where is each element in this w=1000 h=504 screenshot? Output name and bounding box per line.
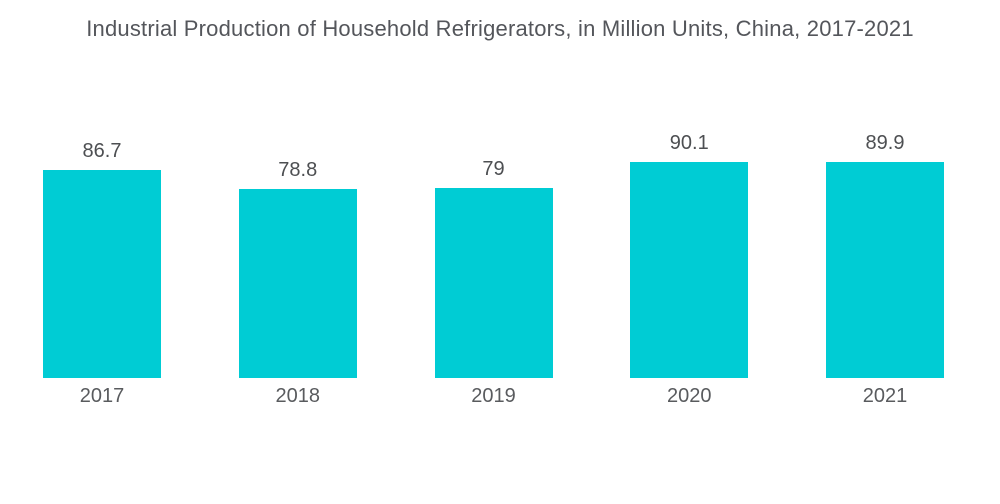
x-axis-tick-label: 2020 [667, 385, 712, 407]
chart-title: Industrial Production of Household Refri… [86, 16, 914, 41]
bar [434, 188, 553, 378]
bar-column: 78.8 [238, 159, 357, 378]
bar-value-label: 89.9 [865, 132, 905, 154]
bar [43, 170, 161, 378]
bar-chart-plot-area: 86.7 78.8 79 90.1 89.9 [0, 60, 1000, 378]
x-axis-tick-label: 2018 [275, 385, 321, 407]
bar-value-label: 78.8 [278, 159, 318, 181]
bar [826, 162, 944, 378]
bar-column: 89.9 [826, 133, 944, 378]
bar-column: 90.1 [630, 132, 749, 378]
x-axis-tick-label: 2017 [79, 385, 125, 407]
bar [630, 162, 749, 378]
bar-value-label: 86.7 [82, 140, 122, 162]
x-axis-tick-label: 2019 [471, 385, 516, 407]
bar-column: 86.7 [43, 141, 161, 378]
x-axis-tick-label: 2021 [862, 385, 908, 407]
bar [238, 189, 357, 378]
bar-value-label: 90.1 [669, 132, 709, 154]
bar-value-label: 79 [482, 158, 505, 180]
x-axis: 2017 2018 2019 2020 2021 [0, 383, 1000, 409]
bar-column: 79 [434, 158, 553, 378]
